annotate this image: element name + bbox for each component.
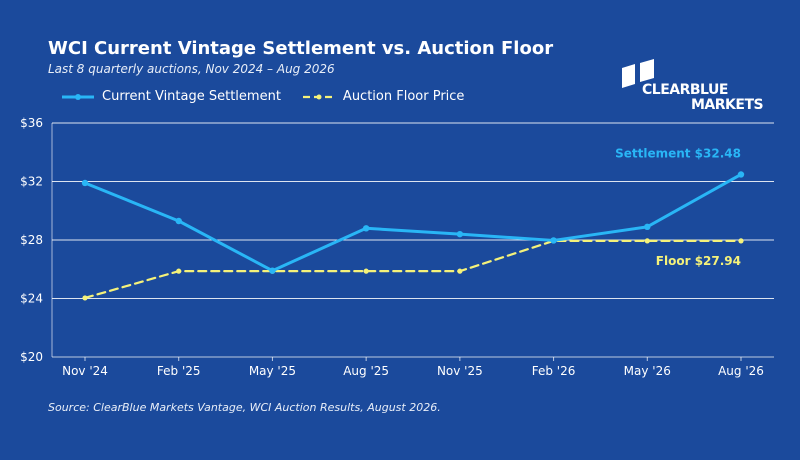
floor-point (363, 268, 369, 274)
x-tick-label: Nov '24 (62, 364, 108, 378)
settlement-point (550, 237, 557, 244)
settlement-point (175, 217, 182, 225)
floor-point (82, 295, 88, 301)
legend-item-floor: Auction Floor Price (302, 89, 465, 104)
chart-subtitle: Last 8 quarterly auctions, Nov 2024 – Au… (48, 62, 335, 76)
source-note: Source: ClearBlue Markets Vantage, WCI A… (48, 401, 441, 414)
settlement-point (269, 267, 276, 274)
y-tick-label: $28 (20, 233, 43, 247)
settlement-point (81, 179, 89, 187)
floor-line (83, 239, 743, 300)
annotations: Settlement $32.48 Floor $27.94 (615, 146, 741, 267)
x-tick-label: Aug '26 (718, 364, 764, 378)
legend-label-settlement: Current Vintage Settlement (102, 89, 281, 104)
chart-legend: Current Vintage Settlement Auction Floor… (62, 89, 486, 104)
y-tick-label: $24 (20, 292, 43, 306)
series (81, 171, 745, 301)
legend-item-settlement: Current Vintage Settlement (62, 89, 281, 104)
y-tick-label: $32 (20, 175, 43, 189)
floor-annotation: Floor $27.94 (656, 254, 741, 268)
floor-point (738, 238, 744, 244)
settlement-point (362, 225, 370, 232)
logo-flag-icon (622, 59, 654, 88)
x-tick-label: Nov '25 (437, 364, 483, 378)
x-tick-label: Feb '25 (157, 364, 201, 378)
y-tick-label: $20 (20, 350, 43, 364)
logo-text-clearblue: CLEARBLUE (642, 82, 728, 98)
axes: $20 $24 $28 $32 $36 Nov '24 Feb '25 May '25 Aug … (20, 116, 774, 378)
settlement-annotation: Settlement $32.48 (615, 146, 741, 160)
legend-label-floor: Auction Floor Price (342, 89, 465, 104)
settlement-point (644, 223, 651, 231)
y-tick-label: $36 (20, 116, 43, 130)
clearblue-logo: CLEARBLUE MARKETS (620, 56, 770, 114)
settlement-point (737, 171, 745, 178)
floor-point (457, 268, 463, 274)
settlement-line (83, 172, 743, 273)
x-tick-label: May '25 (249, 364, 296, 378)
floor-point (176, 268, 182, 274)
x-tick-label: Aug '25 (343, 364, 389, 378)
logo-text-markets: MARKETS (691, 97, 764, 113)
legend-swatch-settlement (62, 93, 94, 100)
x-tick-label: Feb '26 (532, 364, 576, 378)
chart-title: WCI Current Vintage Settlement vs. Aucti… (48, 38, 554, 59)
floor-point (644, 238, 650, 244)
settlement-point (456, 230, 464, 238)
legend-swatch-floor (302, 94, 335, 99)
x-tick-label: May '26 (624, 364, 671, 378)
